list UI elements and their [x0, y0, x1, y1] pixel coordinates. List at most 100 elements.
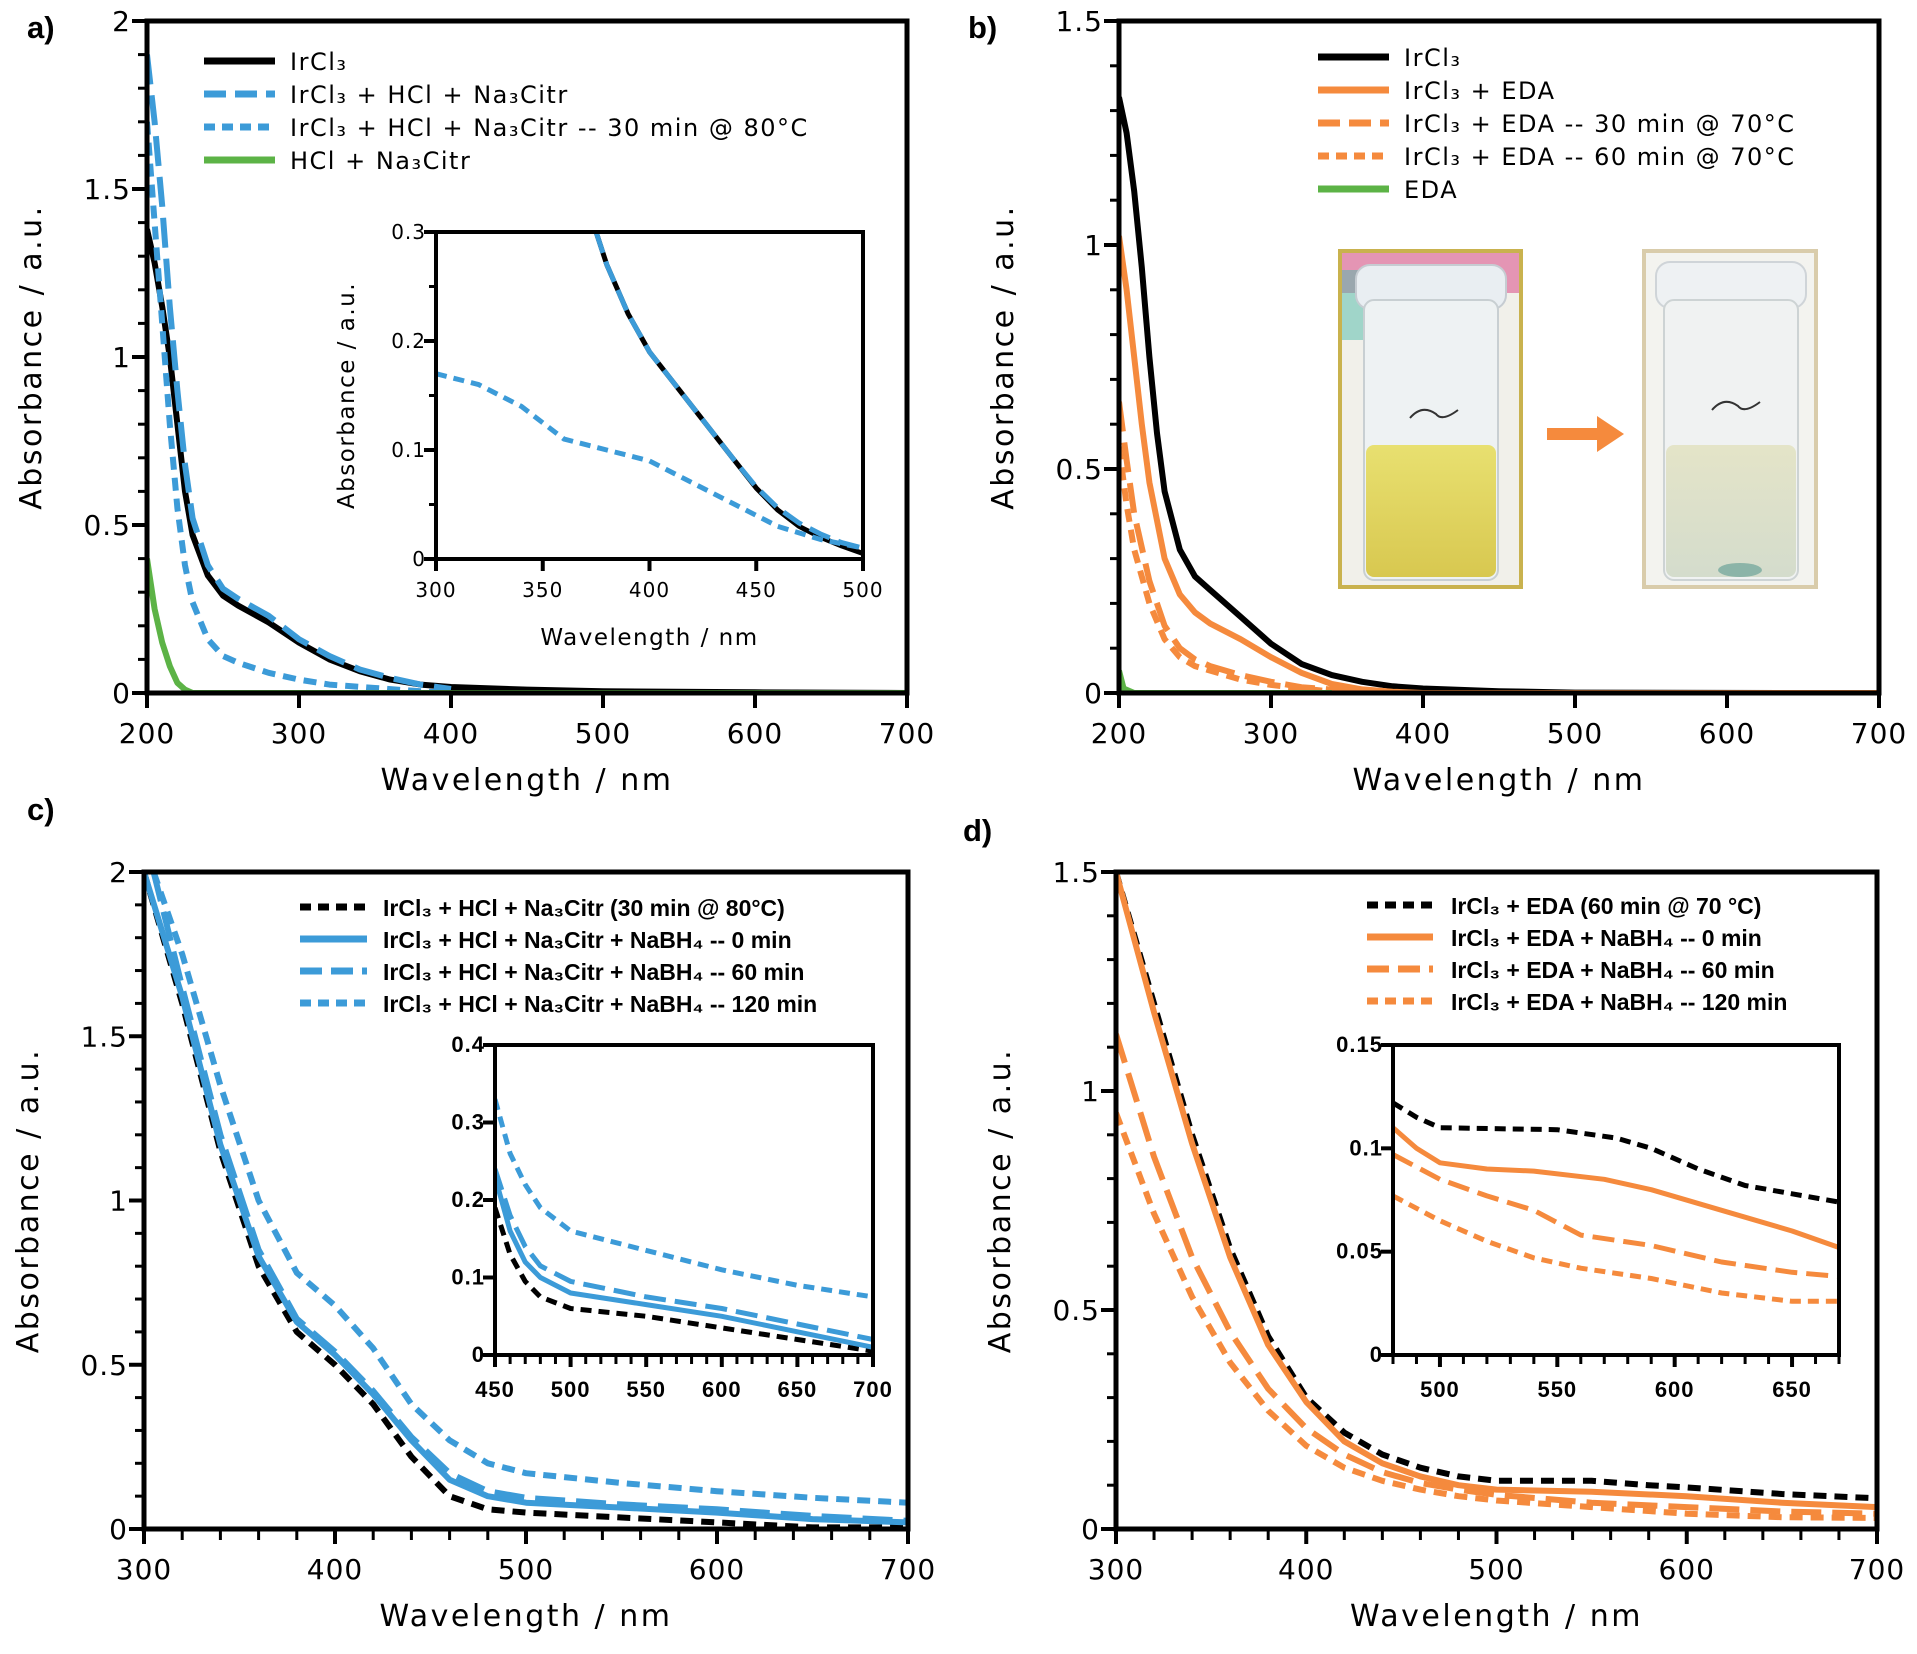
x-tick-label: 500: [1547, 717, 1603, 750]
x-tick-label: 300: [116, 1553, 172, 1586]
x-tick-label: 700: [1851, 717, 1907, 750]
vial-photo-before: [1338, 249, 1523, 589]
inset-chart: 500 550 600 650 0 0.05 0.1 0.15: [1336, 1032, 1841, 1402]
series-line-2: [1393, 1125, 1840, 1250]
series-group: [495, 1098, 874, 1354]
x-tick-label: 500: [575, 717, 631, 750]
y-tick-label: 0.05: [1336, 1239, 1383, 1264]
x-tick-label: 350: [522, 578, 563, 602]
legend-label: HCl + Na₃Citr: [290, 147, 471, 175]
x-tick-label: 300: [1088, 1553, 1144, 1586]
series-group: [436, 231, 864, 556]
legend-label: IrCl₃ + HCl + Na₃Citr + NaBH₄ -- 60 min: [383, 959, 804, 985]
legend: IrCl₃ + HCl + Na₃Citr (30 min @ 80°C) IrC…: [300, 895, 817, 1017]
inset-background: [1393, 1045, 1839, 1355]
x-tick-label: 300: [415, 578, 456, 602]
legend-label: EDA: [1404, 176, 1458, 204]
y-axis-title: Absorbance / a.u.: [11, 1048, 46, 1353]
legend-label: IrCl₃ + EDA + NaBH₄ -- 0 min: [1451, 925, 1762, 951]
series-line-1: [144, 871, 908, 1529]
inset-x-axis-title: Wavelength / nm: [540, 625, 758, 651]
legend-label: IrCl₃ + EDA + NaBH₄ -- 120 min: [1451, 989, 1787, 1015]
y-tick-label: 0: [1081, 1513, 1100, 1546]
y-tick-label: 0.5: [80, 1349, 128, 1382]
series-line-4: [1119, 446, 1348, 693]
plot-frame: [1391, 1043, 1841, 1357]
x-tick-label: 500: [1468, 1553, 1524, 1586]
x-tick-label: 400: [423, 717, 479, 750]
y-tick-label: 0.4: [451, 1032, 485, 1057]
x-tick-label: 300: [1243, 717, 1299, 750]
panel-label: c): [27, 792, 55, 827]
y-tick-label: 0.5: [1055, 453, 1103, 486]
legend-label: IrCl₃: [290, 48, 348, 76]
series-group: [1393, 1100, 1840, 1304]
series-line-2: [593, 231, 864, 551]
x-tick-label: 700: [879, 717, 935, 750]
legend-label: IrCl₃: [1404, 44, 1462, 72]
x-tick-label: 400: [629, 578, 670, 602]
panel-label: b): [968, 10, 997, 45]
legend-label: IrCl₃ + HCl + Na₃Citr + NaBH₄ -- 120 min: [383, 991, 817, 1017]
y-tick-label: 0.2: [451, 1187, 485, 1212]
y-tick-label: 0: [109, 1513, 128, 1546]
inset-background: [436, 232, 863, 559]
series-group: [144, 871, 909, 1529]
series-line-3: [1116, 1033, 1878, 1517]
y-tick-label: 0.3: [391, 220, 426, 244]
plot-frame: [1116, 18, 1882, 696]
series-line-3: [1393, 1152, 1840, 1279]
x-tick-label: 600: [702, 1377, 742, 1402]
series-line-2: [495, 1176, 874, 1350]
series-line-4: [1116, 1111, 1878, 1521]
x-tick-label: 500: [498, 1553, 554, 1586]
series-line-3: [147, 121, 452, 693]
legend: IrCl₃ + EDA (60 min @ 70 °C) IrCl₃ + EDA …: [1367, 893, 1787, 1015]
series-line-1: [1119, 96, 1804, 693]
y-tick-label: 0.1: [1349, 1135, 1383, 1160]
series-line-2: [1116, 871, 1878, 1511]
y-tick-label: 0.5: [83, 509, 131, 542]
x-tick-label: 700: [880, 1553, 936, 1586]
legend-label: IrCl₃ + HCl + Na₃Citr (30 min @ 80°C): [383, 895, 785, 921]
panel-label: a): [27, 10, 55, 45]
series-line-4: [1393, 1193, 1839, 1304]
chart-panel-a: a) 200 300 400 500 600 700 0 0.5 1 1.5 2 Wavelength …: [14, 5, 935, 798]
x-axis-title: Wavelength / nm: [1353, 763, 1646, 798]
legend-label: IrCl₃ + EDA -- 30 min @ 70°C: [1404, 110, 1796, 138]
legend: IrCl₃ IrCl₃ + EDA IrCl₃ + EDA -- 30 min @ …: [1318, 44, 1796, 204]
y-tick-label: 0: [412, 547, 426, 571]
inset-chart: 300 350 400 450 500 0 0.1 0.2 0.3 Wavelength / nm…: [334, 220, 883, 651]
x-tick-label: 500: [1420, 1377, 1460, 1402]
legend-label: IrCl₃ + HCl + Na₃Citr -- 30 min @ 80°C: [290, 114, 809, 142]
y-tick-label: 1: [109, 1185, 128, 1218]
x-tick-label: 600: [1699, 717, 1755, 750]
y-tick-label: 1.5: [1055, 5, 1103, 38]
x-tick-label: 450: [736, 578, 777, 602]
y-tick-label: 0: [1084, 677, 1103, 710]
y-tick-label: 2: [109, 856, 128, 889]
chart-panel-c: c) 300 400 500 600 700 0 0.5 1 1.5 2 Wavelength / n…: [11, 792, 936, 1634]
x-tick-label: 700: [1849, 1553, 1905, 1586]
series-line-1: [147, 228, 908, 693]
series-line-3: [436, 371, 864, 551]
y-tick-label: 1.5: [80, 1020, 128, 1053]
series-line-1: [1116, 871, 1878, 1502]
series-line-4: [150, 871, 909, 1506]
x-tick-label: 200: [1091, 717, 1147, 750]
x-tick-label: 550: [626, 1377, 666, 1402]
x-tick-label: 500: [551, 1377, 591, 1402]
x-tick-label: 400: [307, 1553, 363, 1586]
y-tick-label: 0: [1370, 1342, 1383, 1367]
vial-photo-after: [1642, 249, 1818, 589]
x-tick-label: 300: [271, 717, 327, 750]
series-line-3: [495, 1168, 874, 1342]
legend-label: IrCl₃ + EDA (60 min @ 70 °C): [1451, 893, 1761, 919]
y-tick-label: 1: [112, 341, 131, 374]
y-tick-label: 1: [1084, 229, 1103, 262]
legend-label: IrCl₃ + EDA + NaBH₄ -- 60 min: [1451, 957, 1775, 983]
x-tick-label: 600: [1655, 1377, 1695, 1402]
panel-label: d): [963, 813, 992, 848]
x-tick-label: 650: [1772, 1377, 1812, 1402]
